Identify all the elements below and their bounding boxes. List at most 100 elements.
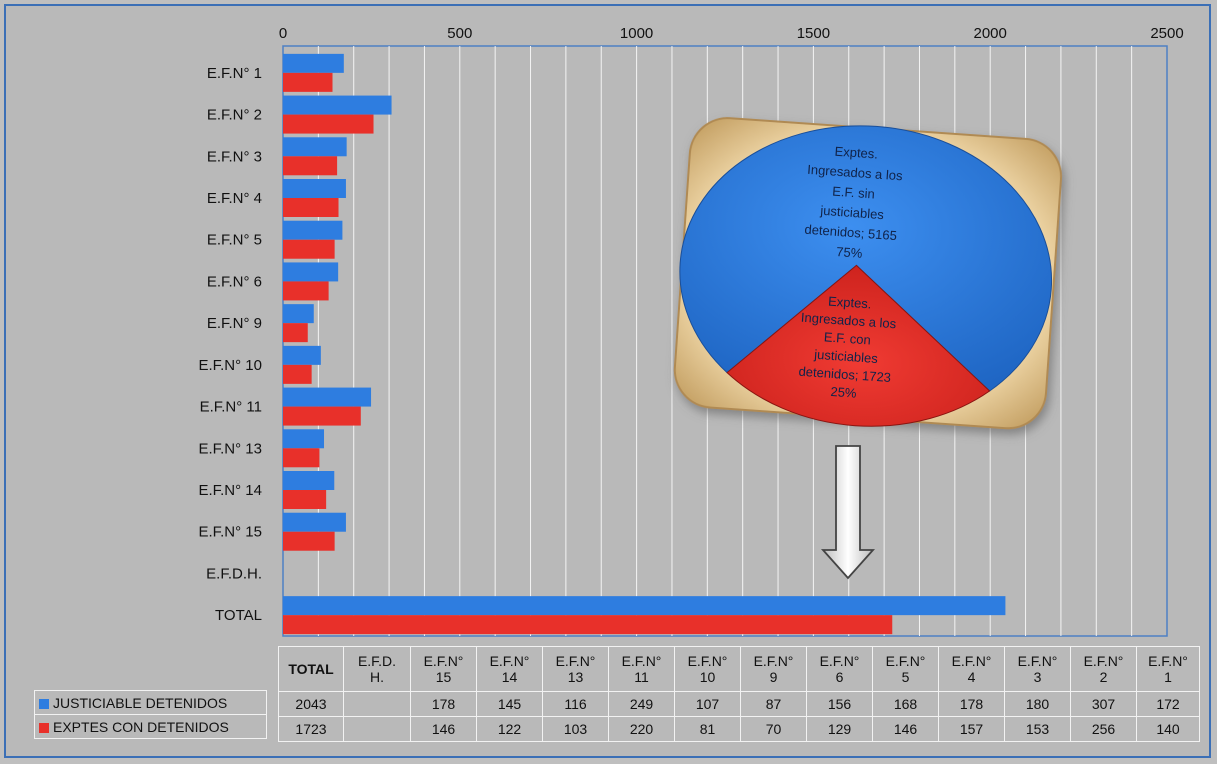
bar-justiciable xyxy=(283,471,335,490)
table-cell: 146 xyxy=(872,716,939,742)
table-header-row: TOTAL E.F.D. H. E.F.N° 15 E.F.N° 14 E.F.N° 13 E.F… xyxy=(278,646,1200,692)
bar-exptes xyxy=(283,281,329,301)
bar-exptes xyxy=(283,156,338,176)
bar-justiciable xyxy=(283,220,343,240)
category-label: E.F.N° 13 xyxy=(198,440,262,457)
table-header-cell: E.F.N° 4 xyxy=(938,646,1005,692)
table-header-cell: E.F.N° 1 xyxy=(1136,646,1200,692)
legend-table: JUSTICIABLE DETENIDOS EXPTES CON DETENID… xyxy=(34,690,267,739)
table-row: 1723 146 122 103 220 81 70 129 146 157 153 256 140 xyxy=(278,716,1200,742)
bar-exptes xyxy=(283,531,335,551)
table-cell: 172 xyxy=(1136,691,1200,717)
table-cell: 307 xyxy=(1070,691,1137,717)
table-cell: 129 xyxy=(806,716,873,742)
table-cell: 140 xyxy=(1136,716,1200,742)
bar-justiciable xyxy=(283,137,347,157)
bar-exptes xyxy=(283,406,361,426)
bar-justiciable xyxy=(283,429,325,449)
table-header-cell: E.F.N° 14 xyxy=(476,646,543,692)
category-label: E.F.N° 1 xyxy=(207,65,262,82)
x-tick-label: 2000 xyxy=(974,25,1007,42)
legend-item-series1: JUSTICIABLE DETENIDOS xyxy=(34,690,267,715)
bar-exptes xyxy=(283,490,327,509)
table-header-cell: E.F.N° 3 xyxy=(1004,646,1071,692)
table-cell: 180 xyxy=(1004,691,1071,717)
table-cell: 1723 xyxy=(278,716,344,742)
bar-justiciable xyxy=(283,345,321,365)
pie-slice-sin-detenidos xyxy=(679,125,1053,392)
table-cell: 249 xyxy=(608,691,675,717)
table-header-cell: E.F.N° 10 xyxy=(674,646,741,692)
table-cell: 87 xyxy=(740,691,807,717)
bar-justiciable xyxy=(283,95,392,115)
bar-exptes xyxy=(283,364,312,384)
category-label: E.F.N° 5 xyxy=(207,232,262,249)
category-label: E.F.N° 4 xyxy=(207,190,262,207)
table-cell: 156 xyxy=(806,691,873,717)
legend-label: EXPTES CON DETENIDOS xyxy=(53,718,229,735)
category-label: E.F.N° 2 xyxy=(207,107,262,124)
table-cell: 157 xyxy=(938,716,1005,742)
bar-exptes xyxy=(283,72,333,92)
table-cell: 178 xyxy=(410,691,477,717)
table-cell: 178 xyxy=(938,691,1005,717)
table-cell: 153 xyxy=(1004,716,1071,742)
table-header-cell: E.F.N° 6 xyxy=(806,646,873,692)
x-tick-label: 1000 xyxy=(620,25,653,42)
bar-justiciable xyxy=(283,179,346,198)
legend-row: JUSTICIABLE DETENIDOS xyxy=(34,690,267,715)
legend-item-series2: EXPTES CON DETENIDOS xyxy=(34,714,267,739)
category-label: E.F.N° 6 xyxy=(207,273,262,290)
category-label: E.F.N° 15 xyxy=(198,524,262,541)
bar-justiciable xyxy=(283,512,346,532)
bar-justiciable xyxy=(283,387,372,407)
data-table: TOTAL E.F.D. H. E.F.N° 15 E.F.N° 14 E.F.N° 13 E.F… xyxy=(278,646,1200,742)
table-header-cell: E.F.N° 11 xyxy=(608,646,675,692)
bar-justiciable xyxy=(283,304,314,324)
table-header-cell: E.F.N° 2 xyxy=(1070,646,1137,692)
x-tick-label: 2500 xyxy=(1150,25,1183,42)
table-cell: 122 xyxy=(476,716,543,742)
category-label: E.F.D.H. xyxy=(206,565,262,582)
table-header-cell: E.F.N° 9 xyxy=(740,646,807,692)
pie-label-sin-detenidos: Exptes.Ingresados a losE.F. sinjusticiab… xyxy=(801,142,905,263)
category-label: TOTAL xyxy=(215,607,262,624)
bar-exptes xyxy=(283,323,308,343)
pie-label-con-detenidos: Exptes.Ingresados a losE.F. conjusticiab… xyxy=(795,292,898,403)
bar-justiciable xyxy=(283,596,1006,616)
category-label: E.F.N° 9 xyxy=(207,315,262,332)
table-header-cell: E.F.D. H. xyxy=(343,646,411,692)
bar-justiciable xyxy=(283,53,344,73)
table-header-cell: E.F.N° 5 xyxy=(872,646,939,692)
category-label: E.F.N° 14 xyxy=(198,482,262,499)
y-axis-labels: E.F.N° 1 E.F.N° 2 E.F.N° 3 E.F.N° 4 E.F.N° 5… xyxy=(198,65,262,624)
table-cell: 70 xyxy=(740,716,807,742)
category-label: E.F.N° 10 xyxy=(198,357,262,374)
category-label: E.F.N° 3 xyxy=(207,148,262,165)
category-label: E.F.N° 11 xyxy=(200,399,262,416)
series1-swatch xyxy=(39,698,49,709)
table-header-cell: E.F.N° 13 xyxy=(542,646,609,692)
legend-label: JUSTICIABLE DETENIDOS xyxy=(53,694,228,711)
table-row: 2043 178 145 116 249 107 87 156 168 178 180 307 172 xyxy=(278,691,1200,717)
table-cell: 2043 xyxy=(278,691,344,717)
table-header-cell: TOTAL xyxy=(278,646,344,692)
table-cell: 116 xyxy=(542,691,609,717)
table-cell: 168 xyxy=(872,691,939,717)
table-cell: 145 xyxy=(476,691,543,717)
table-header-cell: E.F.N° 15 xyxy=(410,646,477,692)
x-tick-label: 500 xyxy=(447,25,472,42)
pie-chart: Exptes.Ingresados a losE.F. sinjusticiab… xyxy=(673,117,1063,430)
pie-slice-con-detenidos xyxy=(726,264,991,427)
table-cell: 81 xyxy=(674,716,741,742)
table-cell: 146 xyxy=(410,716,477,742)
table-cell: 107 xyxy=(674,691,741,717)
table-cell: 103 xyxy=(542,716,609,742)
bar-exptes xyxy=(283,239,335,259)
x-tick-label: 1500 xyxy=(797,25,830,42)
bar-exptes xyxy=(283,448,320,468)
bar-exptes xyxy=(283,114,374,134)
legend-row: EXPTES CON DETENIDOS xyxy=(34,714,267,739)
down-arrow-icon xyxy=(820,445,876,580)
